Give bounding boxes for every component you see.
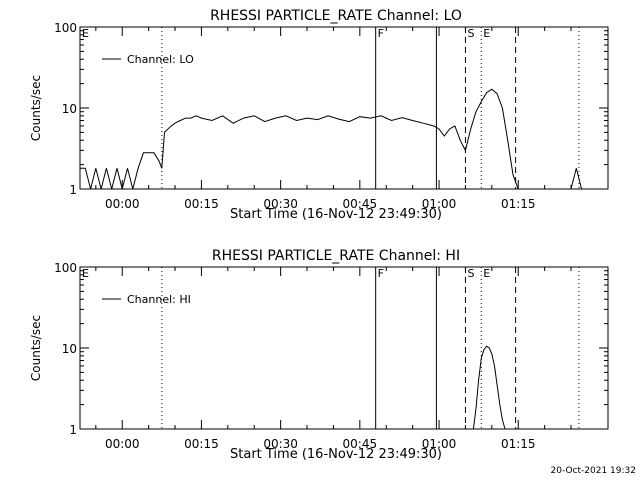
y-tick-label: 1 [69,423,77,437]
x-tick-label: 01:15 [501,197,536,211]
x-axis-label: Start Time (16-Nov-12 23:49:30) [230,447,442,462]
chart-title: RHESSI PARTICLE_RATE Channel: LO [210,8,462,24]
x-tick-label: 00:15 [184,197,219,211]
legend-entry: Channel: HI [127,293,191,306]
plot-frame [79,266,609,430]
x-tick-label: 01:00 [422,437,457,451]
event-marker-label: S [467,27,474,40]
charts-canvas: RHESSI PARTICLE_RATE Channel: LO Counts/s… [29,8,609,462]
y-tick-label: 1 [69,183,77,197]
series-line [472,345,506,430]
event-marker-label: E [82,267,89,280]
series-line [80,88,583,190]
y-tick-label: 10 [62,342,77,356]
x-tick-label: 00:00 [105,197,140,211]
x-tick-label: 00:00 [105,437,140,451]
y-axis-label: Counts/sec [29,315,43,381]
event-marker-label: F [378,267,384,280]
legend-entry: Channel: LO [127,53,194,66]
event-marker-label: S [467,267,474,280]
timestamp-label: 20-Oct-2021 19:32 [550,466,636,476]
x-axis-label: Start Time (16-Nov-12 23:49:30) [230,207,442,222]
event-marker-label: E [483,267,490,280]
x-tick-label: 01:00 [422,197,457,211]
x-tick-label: 00:45 [343,437,378,451]
x-tick-label: 00:30 [263,437,298,451]
x-tick-label: 00:15 [184,437,219,451]
x-tick-label: 01:15 [501,437,536,451]
y-tick-label: 100 [54,261,77,275]
plot-frame [79,26,609,190]
y-axis-label: Counts/sec [29,75,43,141]
chart-title: RHESSI PARTICLE_RATE Channel: HI [212,248,460,264]
event-marker-label: E [483,27,490,40]
event-marker-label: F [378,27,384,40]
x-tick-label: 00:30 [263,197,298,211]
x-tick-label: 00:45 [343,197,378,211]
y-tick-label: 10 [62,102,77,116]
y-tick-label: 100 [54,21,77,35]
event-marker-label: E [82,27,89,40]
